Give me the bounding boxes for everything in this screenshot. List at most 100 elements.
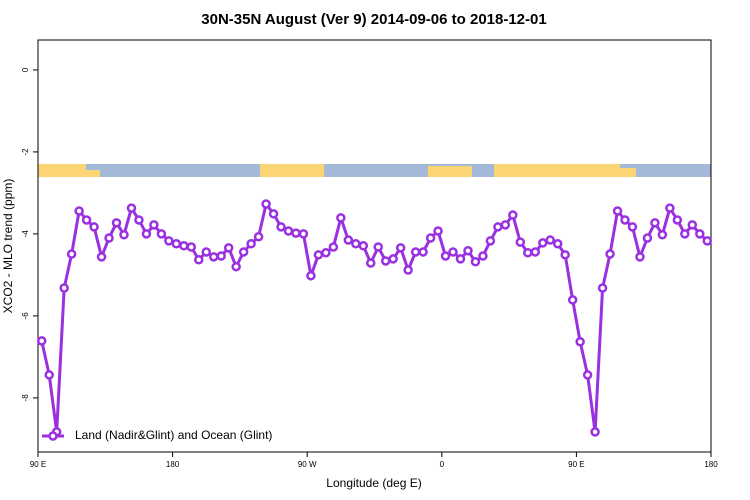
data-point xyxy=(216,251,226,261)
data-point xyxy=(126,203,137,213)
data-point xyxy=(268,209,279,219)
data-point xyxy=(366,258,376,268)
x-tick-label: 180 xyxy=(166,460,180,469)
data-point xyxy=(590,427,600,437)
data-point xyxy=(418,247,428,257)
data-point xyxy=(291,228,301,238)
data-point xyxy=(164,236,174,246)
data-point xyxy=(403,265,413,275)
data-point xyxy=(650,218,660,228)
data-point xyxy=(283,226,294,236)
data-point xyxy=(343,235,354,245)
x-axis-label: Longitude (deg E) xyxy=(326,476,421,490)
data-point xyxy=(657,229,668,240)
x-tick-label: 0 xyxy=(440,460,445,469)
data-point xyxy=(351,238,361,249)
data-point xyxy=(515,237,526,247)
chart-title: 30N-35N August (Ver 9) 2014-09-06 to 201… xyxy=(201,11,546,28)
y-tick-label: -6 xyxy=(21,312,30,320)
plot-frame xyxy=(37,39,712,453)
data-point xyxy=(36,336,47,346)
data-point xyxy=(448,247,458,257)
y-tick-label: -4 xyxy=(21,230,30,238)
data-point xyxy=(575,336,585,347)
y-tick-label: -8 xyxy=(21,394,30,402)
data-point xyxy=(238,247,249,257)
data-point xyxy=(380,256,391,266)
data-point xyxy=(635,252,645,262)
data-point xyxy=(605,249,615,259)
data-point xyxy=(433,226,443,236)
data-point xyxy=(179,241,189,251)
data-point xyxy=(186,242,197,252)
data-point xyxy=(119,229,129,240)
data-point xyxy=(44,370,54,380)
data-point xyxy=(463,245,473,256)
data-point xyxy=(246,238,256,249)
data-point xyxy=(395,243,406,253)
data-point xyxy=(171,238,182,249)
data-point xyxy=(478,251,488,261)
data-point xyxy=(552,238,563,249)
x-tick-label: 90 E xyxy=(30,460,46,469)
x-tick-label: 180 xyxy=(704,460,718,469)
y-tick-label: -2 xyxy=(21,148,30,156)
data-point xyxy=(597,283,608,293)
data-point xyxy=(425,233,436,243)
data-point xyxy=(620,215,630,225)
data-point xyxy=(642,233,653,243)
y-tick-label: 0 xyxy=(21,67,30,72)
data-point xyxy=(545,235,555,245)
data-point xyxy=(261,199,271,209)
data-point xyxy=(612,206,623,216)
data-point xyxy=(149,220,159,230)
data-point xyxy=(672,215,683,225)
legend-label: Land (Nadir&Glint) and Ocean (Glint) xyxy=(75,428,272,442)
x-tick-label: 90 W xyxy=(298,460,317,469)
data-point xyxy=(276,222,286,232)
data-point xyxy=(298,229,309,239)
data-point xyxy=(321,248,331,258)
data-point xyxy=(500,220,511,230)
data-point xyxy=(89,222,99,232)
legend-marker xyxy=(48,431,58,441)
data-point xyxy=(440,251,451,261)
data-point xyxy=(523,248,533,258)
data-point xyxy=(59,283,69,293)
data-point xyxy=(253,232,264,242)
data-point xyxy=(358,241,369,251)
series-line xyxy=(40,200,709,433)
data-point xyxy=(66,249,77,259)
data-point xyxy=(410,247,421,257)
data-point xyxy=(81,215,92,225)
data-point xyxy=(455,254,466,264)
data-point xyxy=(223,243,234,253)
data-point xyxy=(560,250,570,260)
data-point xyxy=(695,229,705,239)
data-point xyxy=(111,218,122,228)
y-axis-label: XCO2 - MLO trend (ppm) xyxy=(1,179,15,314)
data-point xyxy=(530,247,541,257)
data-point xyxy=(665,203,675,213)
data-point xyxy=(134,215,144,225)
data-point xyxy=(313,250,324,260)
data-point xyxy=(582,370,593,380)
data-point xyxy=(336,213,346,223)
data-point xyxy=(627,222,638,232)
data-point xyxy=(680,229,690,239)
data-point xyxy=(538,238,548,248)
data-point xyxy=(194,254,204,265)
data-point xyxy=(373,242,383,252)
data-point xyxy=(388,254,398,264)
data-point xyxy=(508,210,518,220)
data-point xyxy=(231,261,241,272)
data-point xyxy=(141,229,152,239)
data-point xyxy=(96,252,107,262)
x-tick-label: 90 E xyxy=(568,460,584,469)
data-point xyxy=(470,257,481,267)
data-point xyxy=(687,220,698,230)
data-point xyxy=(74,206,84,216)
data-point xyxy=(104,233,114,243)
data-point xyxy=(485,236,496,246)
